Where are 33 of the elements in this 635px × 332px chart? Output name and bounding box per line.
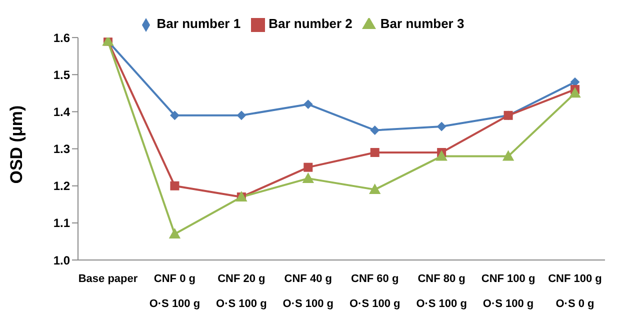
y-axis-title: OSD (μm) (7, 105, 26, 184)
x-tick-label: CNF 100 g O·S 100 g (481, 273, 536, 310)
y-tick-label: 1.5 (53, 68, 70, 82)
point (570, 88, 580, 98)
point (170, 110, 180, 120)
point (370, 148, 380, 157)
legend-label: Bar number 1 (156, 16, 241, 31)
x-tick-label: Base paper (78, 273, 138, 285)
point (304, 162, 313, 172)
point (304, 100, 313, 109)
legend-label: Bar number 3 (380, 16, 464, 31)
y-tick-label: 1.6 (53, 30, 70, 45)
x-tick-label: CNF 40 g O·S 100 g (282, 273, 334, 310)
x-tick-label: CNF 20 g O·S 100 g (216, 273, 267, 310)
x-tick-label: CNF 60 g O·S 100 g (349, 273, 400, 310)
y-tick-label: 1.4 (53, 104, 70, 119)
point (169, 228, 180, 239)
legend-label: Bar number 2 (268, 16, 352, 31)
point (502, 150, 514, 161)
point (436, 150, 448, 161)
y-tick-label: 1.3 (53, 142, 70, 156)
y-tick-label: 1.0 (53, 253, 70, 268)
x-tick-label: CNF 100 g O·S 0 g (548, 273, 602, 310)
y-tick-label: 1.2 (53, 179, 70, 194)
point (369, 184, 380, 194)
x-tick-label: CNF 80 g O·S 100 g (416, 273, 467, 310)
point (170, 181, 180, 190)
point (437, 122, 446, 132)
point (236, 110, 246, 120)
y-tick-label: 1.1 (53, 216, 70, 230)
point (302, 172, 314, 183)
x-tick-label: CNF 0 g O·S 100 g (149, 273, 200, 310)
point (370, 126, 380, 135)
